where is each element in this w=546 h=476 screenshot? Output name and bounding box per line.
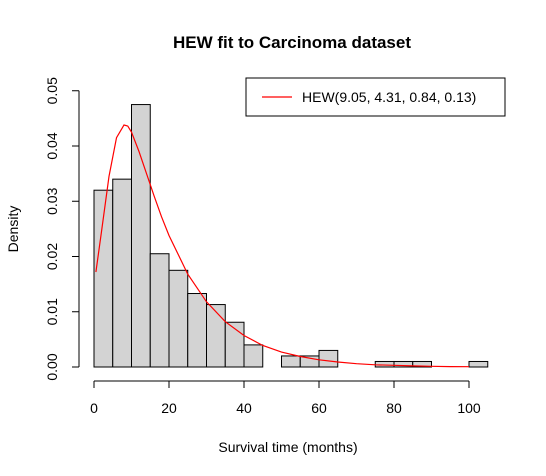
x-tick-label-0: 0 — [90, 400, 98, 416]
y-tick-label-4: 0.04 — [44, 132, 60, 159]
x-tick-label-100: 100 — [457, 400, 481, 416]
histogram-bars — [93, 104, 489, 368]
chart-title: HEW fit to Carcinoma dataset — [173, 33, 411, 52]
histogram-bar-15-20 — [149, 253, 170, 368]
histogram-bar-5-10 — [112, 178, 132, 368]
histogram-bar-25-30 — [187, 293, 207, 368]
x-tick-label-80: 80 — [386, 400, 402, 416]
x-axis-label: Survival time (months) — [218, 439, 357, 455]
histogram-bar-20-25 — [168, 269, 189, 368]
x-tick-label-40: 40 — [236, 400, 252, 416]
hew-fit-curve — [95, 124, 470, 368]
y-tick-label-5: 0.05 — [44, 77, 60, 104]
histogram-bar-30-35 — [206, 304, 226, 368]
histogram-bar-60-65 — [318, 349, 339, 368]
y-tick-label-3: 0.03 — [44, 187, 60, 214]
histogram-bar-50-55 — [281, 355, 301, 368]
legend: HEW(9.05, 4.31, 0.84, 0.13) — [245, 77, 506, 117]
histogram-bar-85-90 — [412, 360, 432, 368]
legend-label-hew: HEW(9.05, 4.31, 0.84, 0.13) — [302, 89, 476, 105]
y-axis-label: Density — [5, 206, 21, 253]
y-axis-ticks: 0.00 0.01 0.02 0.03 0.04 0.05 — [44, 77, 79, 381]
histogram-bar-10-15 — [131, 104, 151, 368]
fit-curve-layer — [95, 124, 470, 368]
y-tick-label-1: 0.01 — [44, 298, 60, 325]
y-tick-label-0: 0.00 — [44, 353, 60, 380]
y-tick-label-2: 0.02 — [44, 243, 60, 270]
histogram-bar-75-80 — [374, 360, 395, 368]
histogram-bar-100-105 — [468, 360, 489, 368]
x-tick-label-20: 20 — [161, 400, 177, 416]
histogram-bar-40-45 — [243, 344, 264, 368]
x-tick-label-60: 60 — [311, 400, 327, 416]
x-axis-ticks: 0 20 40 60 80 100 — [90, 381, 481, 416]
